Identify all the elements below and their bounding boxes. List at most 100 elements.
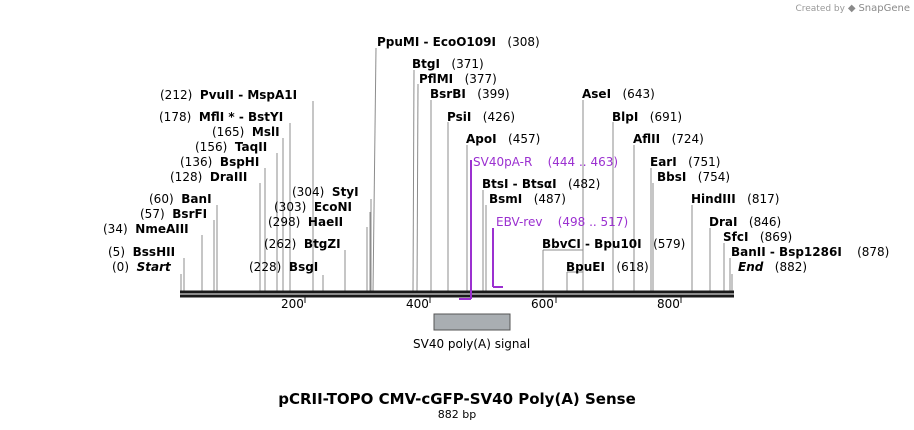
site-name: PsiI xyxy=(447,110,472,124)
site-econi[interactable]: (303) EcoNI xyxy=(274,200,352,214)
primer-ebv-rev-label[interactable]: EBV-rev (498 .. 517) xyxy=(496,215,628,229)
snapgene-credit: Created by ◆ SnapGene xyxy=(795,3,910,14)
site-btgzi[interactable]: (262) BtgZI xyxy=(264,237,341,251)
site-bani[interactable]: (60) BanI xyxy=(149,192,212,206)
site-styi[interactable]: (304) StyI xyxy=(292,185,359,199)
site-pos: (5) xyxy=(108,245,125,259)
site-name: BsrFI xyxy=(172,207,208,221)
site-name: MflI * - BstYI xyxy=(198,110,284,124)
site-pos: (165) xyxy=(212,125,245,139)
credit-brand: SnapGene xyxy=(858,3,910,14)
site-start[interactable]: (0) Start xyxy=(112,260,171,274)
site-btgi[interactable]: BtgI (371) xyxy=(412,57,484,71)
site-asei[interactable]: AseI (643) xyxy=(582,87,655,101)
site-name: BanII - Bsp1286I xyxy=(731,245,842,259)
site-name: PpuMI - EcoO109I xyxy=(377,35,496,49)
site-drai[interactable]: DraI (846) xyxy=(709,215,781,229)
site-banii[interactable]: BanII - Bsp1286I (878) xyxy=(731,245,889,259)
site-name: DraIII xyxy=(209,170,248,184)
site-name: PvuII - MspA1I xyxy=(199,88,298,102)
site-aflii[interactable]: AflII (724) xyxy=(633,132,704,146)
site-name: BpuEI xyxy=(566,260,605,274)
site-nmeaiii[interactable]: (34) NmeAIII xyxy=(103,222,189,236)
credit-prefix: Created by xyxy=(795,4,845,14)
site-name: BsgI xyxy=(288,260,319,274)
primer-range: (498 .. 517) xyxy=(557,215,629,229)
site-ppumi[interactable]: PpuMI - EcoO109I (308) xyxy=(377,35,540,49)
ruler-ticks xyxy=(304,297,682,303)
site-pos: (303) xyxy=(274,200,307,214)
site-pos: (128) xyxy=(170,170,203,184)
site-pos: (212) xyxy=(160,88,193,102)
line-ppumi xyxy=(372,47,377,293)
site-name: BtsI - BtsαI xyxy=(482,177,557,191)
site-name: StyI xyxy=(331,185,359,199)
site-pos: (754) xyxy=(697,170,731,184)
site-bsphi[interactable]: (136) BspHI xyxy=(180,155,259,169)
site-name: BtgI xyxy=(412,57,440,71)
site-pos: (377) xyxy=(464,72,497,86)
site-pos: (457) xyxy=(508,132,541,146)
site-btsi[interactable]: BtsI - BtsαI (482) xyxy=(482,177,600,191)
site-name: BspHI xyxy=(219,155,260,169)
site-msli[interactable]: (165) MslI xyxy=(212,125,280,139)
site-psii[interactable]: PsiI (426) xyxy=(447,110,515,124)
site-bsrfi[interactable]: (57) BsrFI xyxy=(140,207,207,221)
site-taqii[interactable]: (156) TaqII xyxy=(195,140,267,154)
site-pos: (399) xyxy=(477,87,510,101)
site-pvuii[interactable]: (212) PvuII - MspA1I xyxy=(160,88,297,102)
site-name: EarI xyxy=(650,155,677,169)
site-bsrbi[interactable]: BsrBI (399) xyxy=(430,87,510,101)
site-name: SfcI xyxy=(723,230,749,244)
site-pos: (691) xyxy=(649,110,683,124)
site-leader-lines xyxy=(180,47,733,293)
site-sfci[interactable]: SfcI (869) xyxy=(723,230,792,244)
site-bsshii[interactable]: (5) BssHII xyxy=(108,245,175,259)
site-pos: (482) xyxy=(568,177,601,191)
site-apoi[interactable]: ApoI (457) xyxy=(466,132,540,146)
site-bpuei[interactable]: BpuEI (618) xyxy=(566,260,649,274)
feature-sv40-polya-box[interactable] xyxy=(433,313,511,331)
site-pos: (308) xyxy=(507,35,540,49)
site-haeii[interactable]: (298) HaeII xyxy=(268,215,343,229)
site-name: BsmI xyxy=(489,192,523,206)
site-pos: (751) xyxy=(688,155,721,169)
site-name: End xyxy=(738,260,764,274)
site-bbsi[interactable]: BbsI (754) xyxy=(657,170,730,184)
site-name: Start xyxy=(136,260,171,274)
site-pos: (817) xyxy=(747,192,780,206)
site-name: MslI xyxy=(251,125,280,139)
tick-label-600: 600 xyxy=(531,297,554,311)
site-pos: (643) xyxy=(622,87,655,101)
site-pos: (228) xyxy=(249,260,282,274)
site-pos: (426) xyxy=(482,110,516,124)
site-pos: (262) xyxy=(264,237,297,251)
site-pos: (0) xyxy=(112,260,129,274)
site-pflmi[interactable]: PflMI (377) xyxy=(419,72,497,86)
site-bsgi[interactable]: (228) BsgI xyxy=(249,260,318,274)
site-blpi[interactable]: BlpI (691) xyxy=(612,110,682,124)
site-pos: (846) xyxy=(748,215,782,229)
site-name: TaqII xyxy=(234,140,268,154)
map-title: pCRII-TOPO CMV-cGFP-SV40 Poly(A) Sense xyxy=(278,390,636,408)
site-pos: (178) xyxy=(159,110,192,124)
dna-backbone xyxy=(180,290,734,298)
primer-sv40pa-r-label[interactable]: SV40pA-R (444 .. 463) xyxy=(473,155,618,169)
site-mfli[interactable]: (178) MflI * - BstYI xyxy=(159,110,283,124)
site-pos: (57) xyxy=(140,207,165,221)
site-bsmi[interactable]: BsmI (487) xyxy=(489,192,566,206)
site-end[interactable]: End (882) xyxy=(738,260,807,274)
site-pos: (618) xyxy=(616,260,649,274)
primer-ebv-rev-arrow xyxy=(492,228,503,288)
site-name: BssHII xyxy=(132,245,176,259)
line-pflmi xyxy=(416,83,419,293)
site-bbvci[interactable]: BbvCI - Bpu10I (579) xyxy=(542,237,685,251)
site-pos: (34) xyxy=(103,222,128,236)
site-pos: (60) xyxy=(149,192,174,206)
site-eari[interactable]: EarI (751) xyxy=(650,155,720,169)
site-pos: (371) xyxy=(451,57,484,71)
primer-name: EBV-rev xyxy=(496,215,543,229)
site-pos: (156) xyxy=(195,140,228,154)
site-draiii[interactable]: (128) DraIII xyxy=(170,170,247,184)
site-hindiii[interactable]: HindIII (817) xyxy=(691,192,779,206)
